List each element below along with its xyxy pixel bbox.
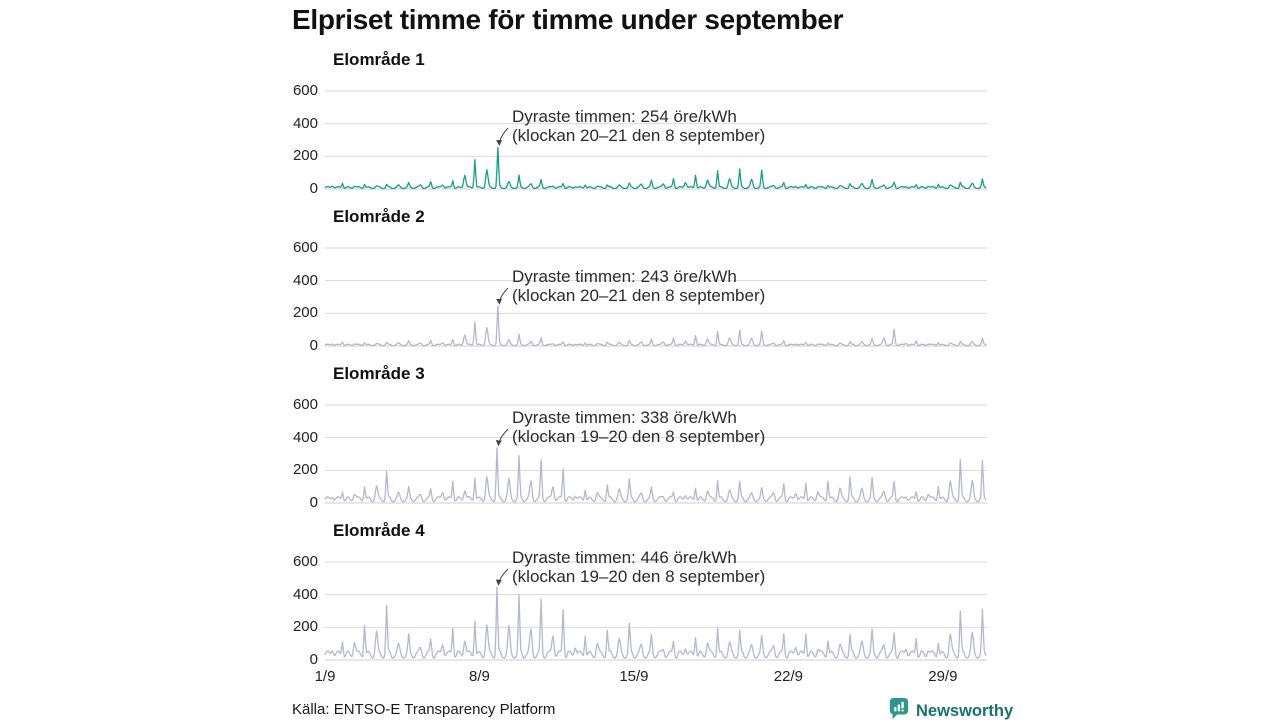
page-title: Elpriset timme för timme under september bbox=[292, 4, 844, 35]
y-tick-label: 400 bbox=[292, 585, 318, 603]
max-price-annotation: Dyraste timmen: 254 öre/kWh (klockan 20–2… bbox=[512, 107, 766, 145]
x-tick-label: 8/9 bbox=[469, 668, 490, 685]
x-tick-label: 1/9 bbox=[314, 668, 336, 685]
max-price-annotation: Dyraste timmen: 243 öre/kWh (klockan 20–2… bbox=[512, 267, 766, 305]
annotation-price-text: Dyraste timmen: 446 öre/kWh bbox=[512, 548, 737, 567]
y-tick-label: 400 bbox=[292, 114, 318, 132]
annotation-time-text: (klockan 19–20 den 8 september) bbox=[512, 566, 766, 586]
brand-lockup: Newsworthy bbox=[888, 697, 1013, 725]
y-tick-label: 600 bbox=[292, 239, 318, 256]
price-series-line bbox=[324, 586, 987, 659]
annotation-arrow bbox=[495, 428, 509, 447]
x-tick-label: 15/9 bbox=[619, 668, 649, 685]
max-price-annotation: Dyraste timmen: 446 öre/kWh (klockan 19–2… bbox=[512, 548, 766, 586]
annotation-arrow bbox=[496, 127, 509, 146]
line-chart-plot bbox=[324, 561, 987, 661]
source-caption: Källa: ENTSO-E Transparency Platform bbox=[292, 701, 556, 718]
y-tick-label: 600 bbox=[292, 82, 318, 99]
subplot-title: Elområde 4 bbox=[333, 521, 425, 540]
annotation-time-text: (klockan 20–21 den 8 september) bbox=[512, 125, 766, 145]
subplot-title: Elområde 2 bbox=[333, 207, 425, 226]
y-tick-label: 400 bbox=[292, 428, 318, 446]
y-tick-label: 0 bbox=[309, 337, 318, 354]
y-tick-label: 0 bbox=[309, 180, 318, 197]
max-price-annotation: Dyraste timmen: 338 öre/kWh (klockan 19–2… bbox=[512, 408, 766, 446]
y-tick-label: 600 bbox=[292, 396, 318, 413]
line-chart-plot bbox=[324, 404, 987, 504]
y-tick-label: 200 bbox=[292, 461, 318, 479]
y-tick-label: 400 bbox=[292, 271, 318, 289]
y-tick-label: 200 bbox=[292, 618, 318, 636]
y-tick-label: 200 bbox=[292, 304, 318, 322]
subplot-title: Elområde 3 bbox=[333, 364, 425, 383]
annotation-time-text: (klockan 19–20 den 8 september) bbox=[512, 426, 766, 446]
annotation-price-text: Dyraste timmen: 338 öre/kWh bbox=[512, 408, 737, 427]
annotation-arrow bbox=[495, 568, 509, 586]
annotation-time-text: (klockan 20–21 den 8 september) bbox=[512, 285, 766, 305]
subplot-title: Elområde 1 bbox=[333, 50, 425, 69]
line-chart-plot bbox=[324, 90, 987, 190]
newsworthy-logo-icon bbox=[888, 697, 910, 725]
y-tick-label: 0 bbox=[309, 651, 318, 668]
price-series-line bbox=[324, 146, 987, 190]
y-tick-label: 0 bbox=[309, 494, 318, 511]
annotation-price-text: Dyraste timmen: 243 öre/kWh bbox=[512, 267, 737, 286]
price-series-line bbox=[324, 305, 987, 347]
brand-name: Newsworthy bbox=[916, 701, 1014, 720]
x-tick-label: 29/9 bbox=[928, 668, 958, 685]
y-tick-label: 200 bbox=[292, 147, 318, 165]
y-tick-label: 600 bbox=[292, 553, 318, 570]
annotation-price-text: Dyraste timmen: 254 öre/kWh bbox=[512, 107, 737, 126]
price-series-line bbox=[324, 447, 987, 503]
line-chart-plot bbox=[324, 247, 987, 347]
x-tick-label: 22/9 bbox=[773, 668, 803, 685]
annotation-arrow bbox=[496, 287, 509, 305]
